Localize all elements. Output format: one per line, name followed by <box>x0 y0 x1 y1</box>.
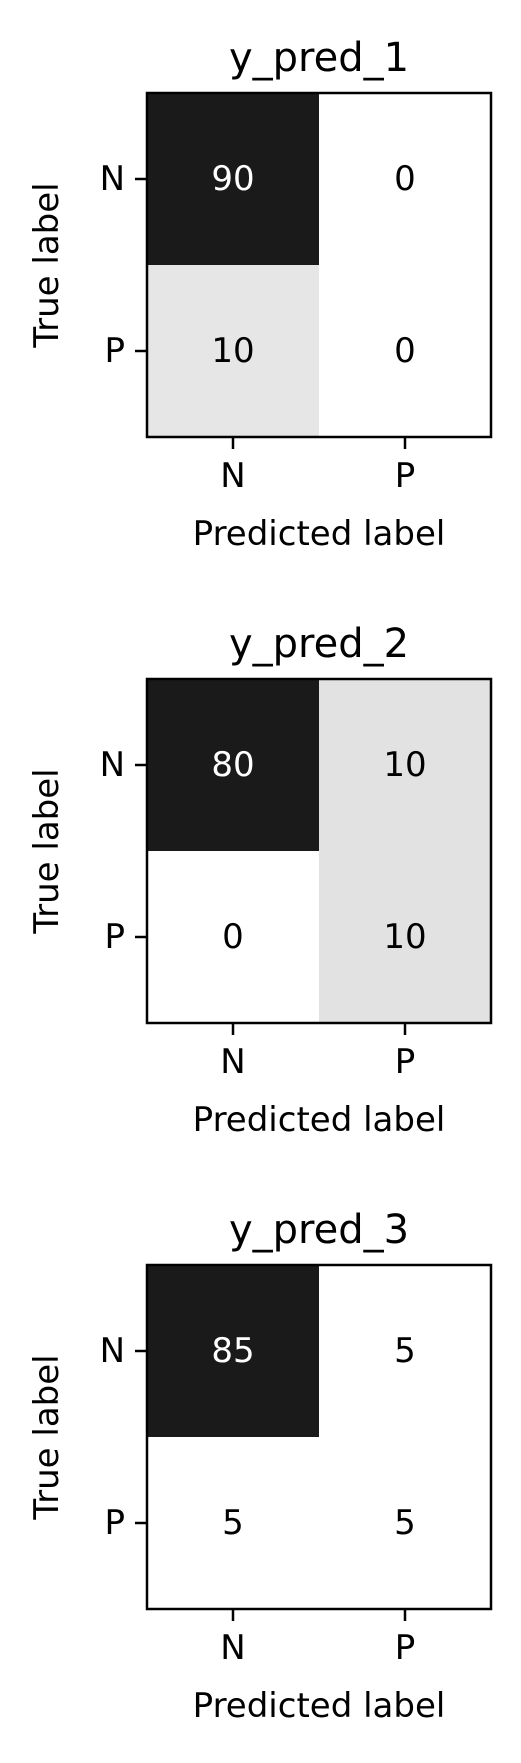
y-tick-label: P <box>104 917 125 957</box>
cell-value-label: 85 <box>211 1331 254 1371</box>
x-tick-label: P <box>395 456 416 496</box>
matrix-cell-N-P <box>319 1265 491 1437</box>
y-tick-label: N <box>100 1331 125 1371</box>
matrix-cell-N-N <box>147 93 319 265</box>
y-tick-label: P <box>104 1503 125 1543</box>
x-axis-label: Predicted label <box>193 1100 446 1140</box>
y-tick-label: N <box>100 745 125 785</box>
x-tick-label: P <box>395 1628 416 1668</box>
chart-title: y_pred_1 <box>229 35 409 81</box>
chart-title: y_pred_2 <box>229 621 409 667</box>
matrix-cell-N-P <box>319 93 491 265</box>
matrix-cell-P-N <box>147 851 319 1023</box>
y-axis-label: True label <box>27 1354 67 1520</box>
cell-value-label: 10 <box>383 745 426 785</box>
plot-frame <box>145 1263 493 1611</box>
cell-value-label: 90 <box>211 159 254 199</box>
cell-value-label: 0 <box>394 159 416 199</box>
cell-value-label: 5 <box>222 1503 244 1543</box>
y-axis-label: True label <box>27 768 67 934</box>
matrix-cell-N-N <box>147 1265 319 1437</box>
x-tick-label: N <box>220 1628 245 1668</box>
confusion-matrix-panel-3: 85 5 5 5 y_pred_3 N P N P Predicted label True lab… <box>27 1207 493 1726</box>
confusion-matrix-panel-2: 80 10 0 10 y_pred_2 N P N P Predicted label True l… <box>27 621 493 1140</box>
y-tick-label: N <box>100 159 125 199</box>
matrix-cell-P-P <box>319 265 491 437</box>
chart-title: y_pred_3 <box>229 1207 409 1253</box>
cell-value-label: 5 <box>394 1503 416 1543</box>
cell-value-label: 10 <box>383 917 426 957</box>
matrix-cell-P-P <box>319 851 491 1023</box>
matrix-cell-P-N <box>147 1437 319 1609</box>
matrix-cell-N-P <box>319 679 491 851</box>
x-tick-label: P <box>395 1042 416 1082</box>
x-tick-label: N <box>220 456 245 496</box>
plot-frame <box>145 91 493 439</box>
x-axis-label: Predicted label <box>193 514 446 554</box>
cell-value-label: 80 <box>211 745 254 785</box>
cell-value-label: 0 <box>394 331 416 371</box>
matrix-cell-P-N <box>147 265 319 437</box>
cell-value-label: 5 <box>394 1331 416 1371</box>
matrix-cell-N-N <box>147 679 319 851</box>
confusion-matrix-panel-1: 90 0 10 0 y_pred_1 N P N P Predicted label True la… <box>27 35 493 554</box>
y-tick-label: P <box>104 331 125 371</box>
y-axis-label: True label <box>27 182 67 348</box>
cell-value-label: 0 <box>222 917 244 957</box>
plot-frame <box>145 677 493 1025</box>
x-axis-label: Predicted label <box>193 1686 446 1726</box>
matrix-cell-P-P <box>319 1437 491 1609</box>
cell-value-label: 10 <box>211 331 254 371</box>
x-tick-label: N <box>220 1042 245 1082</box>
